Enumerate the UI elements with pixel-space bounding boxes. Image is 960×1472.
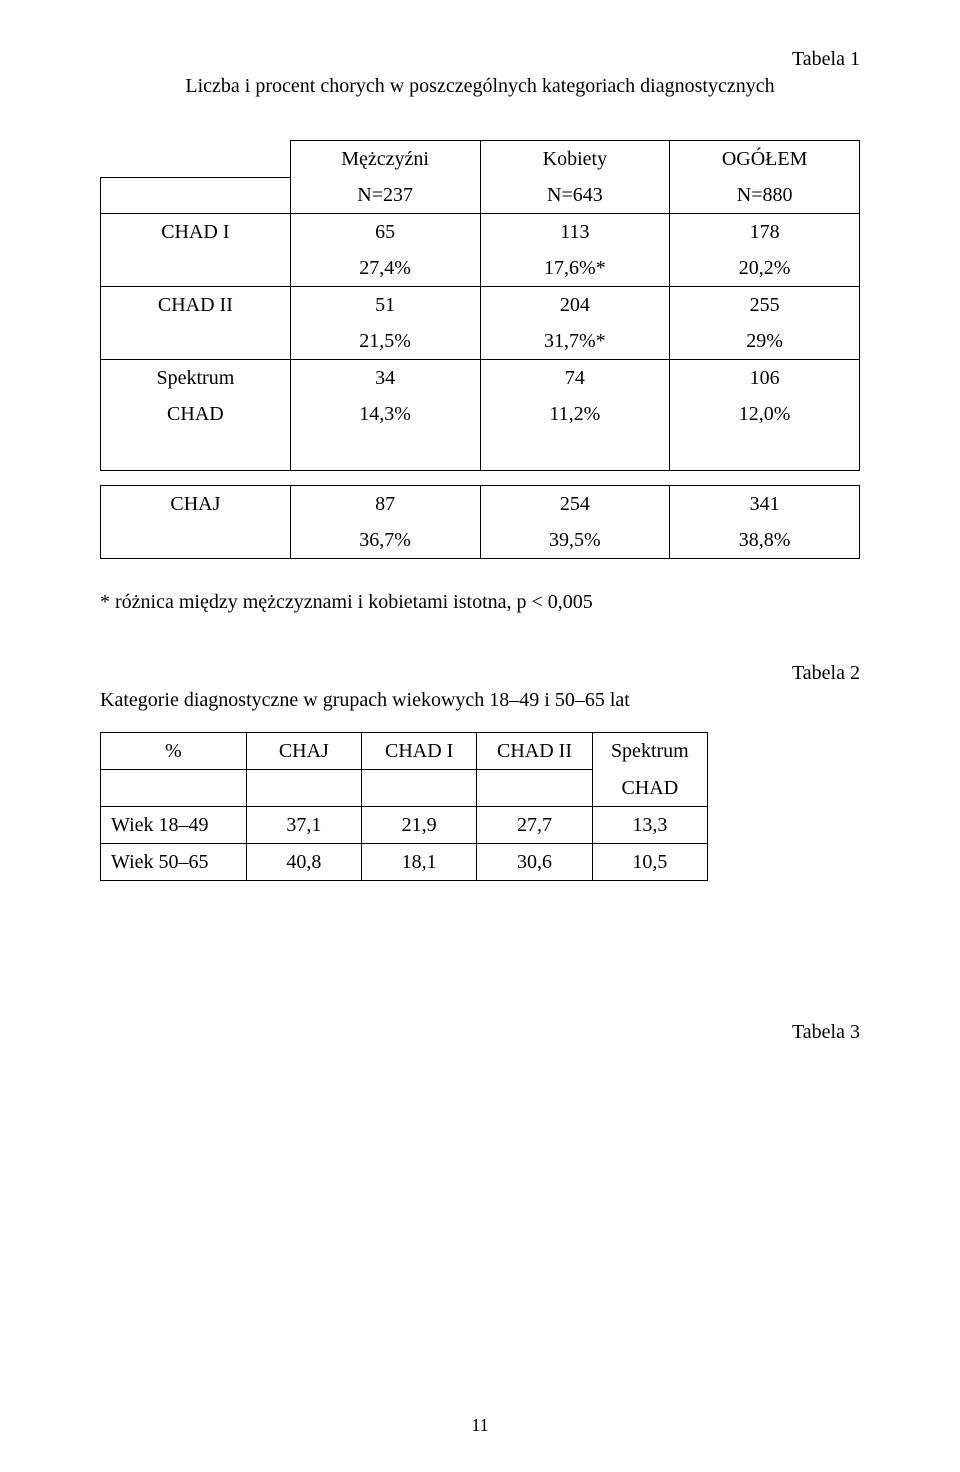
t1-head-c3: OGÓŁEM xyxy=(670,141,860,178)
t1-r1-v2: 113 xyxy=(480,214,670,251)
t1-r3-v2: 74 xyxy=(480,360,670,397)
t1-r1-p1: 27,4% xyxy=(290,250,480,287)
t2-r2-v4: 10,5 xyxy=(592,843,707,880)
t2-r1-v3: 27,7 xyxy=(477,806,592,843)
t1-head-n2: N=643 xyxy=(480,177,670,214)
t2-head-c3: CHAD II xyxy=(477,733,592,770)
t2-r2-v3: 30,6 xyxy=(477,843,592,880)
t2-r1-v1: 37,1 xyxy=(246,806,361,843)
t1-r4-v1: 87 xyxy=(290,486,480,523)
table2-caption: Kategorie diagnostyczne w grupach wiekow… xyxy=(100,689,860,712)
t1-head-n1: N=237 xyxy=(290,177,480,214)
t2-r2-v2: 18,1 xyxy=(362,843,477,880)
t1-head-c1: Mężczyźni xyxy=(290,141,480,178)
t2-r2-v1: 40,8 xyxy=(246,843,361,880)
t1-r3-p2: 11,2% xyxy=(480,396,670,432)
t2-head-c2: CHAD I xyxy=(362,733,477,770)
t2-r1-label: Wiek 18–49 xyxy=(101,806,247,843)
t1-r2-p1: 21,5% xyxy=(290,323,480,360)
t1-r2-label: CHAD II xyxy=(101,287,291,324)
t2-head-c4b: CHAD xyxy=(592,770,707,807)
t1-r4-p2: 39,5% xyxy=(480,522,670,559)
table1-label: Tabela 1 xyxy=(100,48,860,71)
t1-r1-v1: 65 xyxy=(290,214,480,251)
t1-r3-label2: CHAD xyxy=(101,396,291,432)
t2-head-c4: Spektrum xyxy=(592,733,707,770)
t1-r1-v3: 178 xyxy=(670,214,860,251)
t2-head-c1: CHAJ xyxy=(246,733,361,770)
t1-r2-p2: 31,7%* xyxy=(480,323,670,360)
table3-label: Tabela 3 xyxy=(100,1021,860,1044)
t2-r1-v4: 13,3 xyxy=(592,806,707,843)
t1-r3-label: Spektrum xyxy=(101,360,291,397)
t1-r2-v2: 204 xyxy=(480,287,670,324)
table-2: % CHAJ CHAD I CHAD II Spektrum CHAD Wiek… xyxy=(100,732,708,881)
table2-label: Tabela 2 xyxy=(100,662,860,685)
t1-r3-p3: 12,0% xyxy=(670,396,860,432)
t1-r3-v1: 34 xyxy=(290,360,480,397)
t1-r3-v3: 106 xyxy=(670,360,860,397)
table-1: Mężczyźni Kobiety OGÓŁEM N=237 N=643 N=8… xyxy=(100,140,860,559)
t1-r1-label: CHAD I xyxy=(101,214,291,251)
table1-caption: Liczba i procent chorych w poszczególnyc… xyxy=(100,75,860,98)
t1-r3-p1: 14,3% xyxy=(290,396,480,432)
t1-r4-v2: 254 xyxy=(480,486,670,523)
t1-r1-p2: 17,6%* xyxy=(480,250,670,287)
t1-r4-label: CHAJ xyxy=(101,486,291,523)
t1-r4-p1: 36,7% xyxy=(290,522,480,559)
page-number: 11 xyxy=(100,1415,860,1436)
t1-r2-v3: 255 xyxy=(670,287,860,324)
t1-r2-p3: 29% xyxy=(670,323,860,360)
t1-head-n3: N=880 xyxy=(670,177,860,214)
t2-r1-v2: 21,9 xyxy=(362,806,477,843)
t1-head-c2: Kobiety xyxy=(480,141,670,178)
t1-r4-p3: 38,8% xyxy=(670,522,860,559)
t1-r1-p3: 20,2% xyxy=(670,250,860,287)
t2-head-c0: % xyxy=(101,733,247,770)
t2-r2-label: Wiek 50–65 xyxy=(101,843,247,880)
t1-r2-v1: 51 xyxy=(290,287,480,324)
table1-footnote: * różnica między mężczyznami i kobietami… xyxy=(100,591,860,614)
t1-r4-v3: 341 xyxy=(670,486,860,523)
